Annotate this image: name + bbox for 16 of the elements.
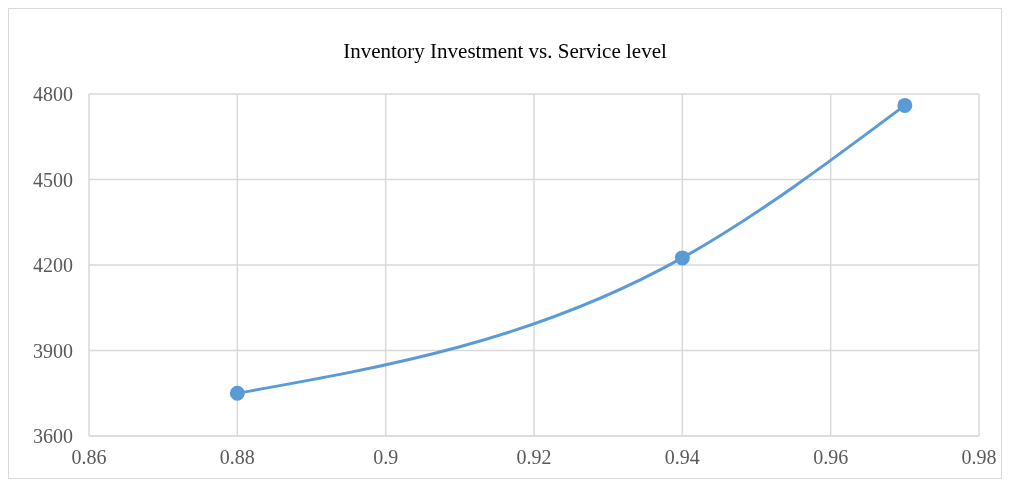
x-tick-label: 0.98 xyxy=(961,446,997,469)
x-tick-label: 0.96 xyxy=(813,446,849,469)
y-tick-label: 4800 xyxy=(33,83,73,106)
x-tick-label: 0.88 xyxy=(219,446,255,469)
y-tick-label: 3900 xyxy=(33,339,73,362)
y-tick-label: 4200 xyxy=(33,254,73,277)
chart-title: Inventory Investment vs. Service level xyxy=(342,39,668,64)
point xyxy=(674,250,690,266)
point xyxy=(897,97,913,113)
point xyxy=(229,385,245,401)
y-tick-label: 4500 xyxy=(33,168,73,191)
x-tick-label: 0.94 xyxy=(664,446,700,469)
x-tick-label: 0.92 xyxy=(516,446,552,469)
x-tick-label: 0.86 xyxy=(71,446,107,469)
y-tick-label: 3600 xyxy=(33,425,73,448)
x-tick-label: 0.9 xyxy=(373,446,399,469)
